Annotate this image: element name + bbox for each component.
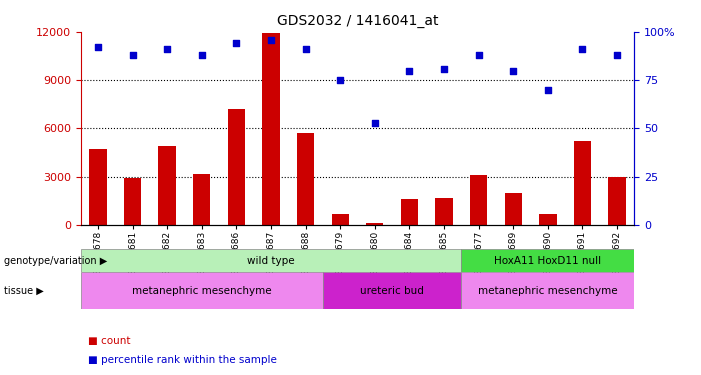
Bar — [323, 272, 461, 309]
Point — [611, 52, 622, 58]
Point — [473, 52, 484, 58]
Bar — [574, 141, 591, 225]
Bar — [366, 224, 383, 225]
Point — [438, 66, 449, 72]
Bar — [461, 249, 634, 272]
Bar — [539, 214, 557, 225]
Title: GDS2032 / 1416041_at: GDS2032 / 1416041_at — [277, 14, 438, 28]
Point — [334, 77, 346, 83]
Bar — [608, 177, 626, 225]
Bar — [193, 174, 210, 225]
Point — [161, 46, 172, 52]
Bar — [435, 198, 453, 225]
Text: ■ count: ■ count — [88, 336, 130, 346]
Text: HoxA11 HoxD11 null: HoxA11 HoxD11 null — [494, 256, 601, 266]
Text: metanephric mesenchyme: metanephric mesenchyme — [478, 286, 618, 296]
Point — [577, 46, 588, 52]
Bar — [461, 272, 634, 309]
Point — [231, 40, 242, 46]
Point — [266, 37, 277, 43]
Point — [127, 52, 138, 58]
Bar — [81, 272, 323, 309]
Point — [300, 46, 311, 52]
Text: ureteric bud: ureteric bud — [360, 286, 424, 296]
Text: ■ percentile rank within the sample: ■ percentile rank within the sample — [88, 355, 276, 365]
Bar — [124, 178, 141, 225]
Bar — [262, 33, 280, 225]
Bar — [470, 175, 487, 225]
Bar — [81, 249, 461, 272]
Text: tissue ▶: tissue ▶ — [4, 286, 43, 296]
Point — [196, 52, 207, 58]
Text: wild type: wild type — [247, 256, 295, 266]
Bar — [332, 214, 349, 225]
Text: metanephric mesenchyme: metanephric mesenchyme — [132, 286, 271, 296]
Point — [369, 120, 381, 126]
Point — [508, 68, 519, 74]
Bar — [505, 193, 522, 225]
Bar — [401, 199, 418, 225]
Point — [543, 87, 554, 93]
Bar — [89, 149, 107, 225]
Point — [93, 44, 104, 50]
Point — [404, 68, 415, 74]
Bar — [158, 146, 176, 225]
Bar — [228, 109, 245, 225]
Bar — [297, 133, 314, 225]
Text: genotype/variation ▶: genotype/variation ▶ — [4, 256, 107, 266]
